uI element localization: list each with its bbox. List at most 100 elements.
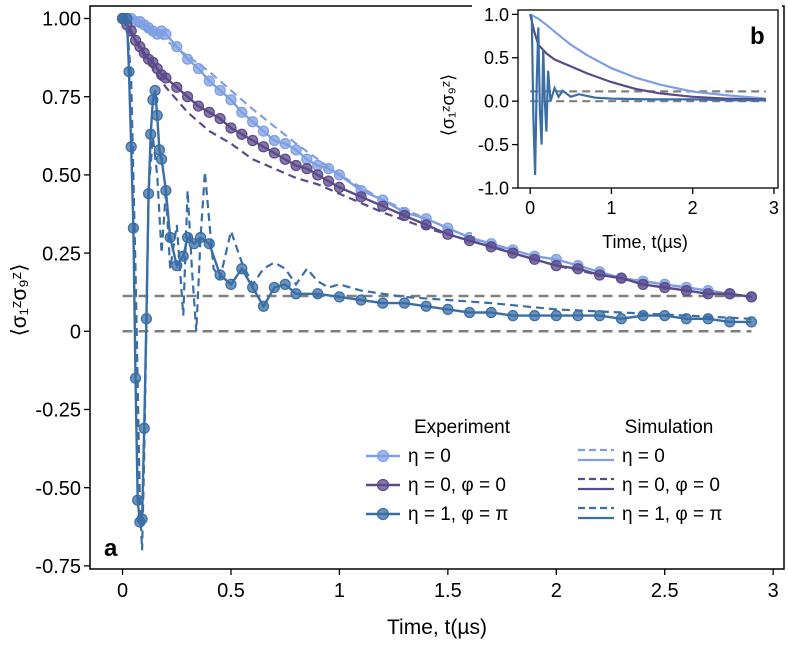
data-point <box>160 72 172 84</box>
inset-x-axis-label: Time, t(µs) <box>602 232 688 252</box>
y-tick-label: -1.0 <box>478 178 509 198</box>
legend-simulation-label: η = 0 <box>622 446 665 467</box>
data-point <box>247 116 259 128</box>
data-point <box>121 12 133 25</box>
data-point <box>333 169 346 181</box>
data-point <box>637 278 649 290</box>
data-point <box>724 288 736 300</box>
y-tick-label: -0.25 <box>35 400 81 422</box>
data-point <box>507 310 519 322</box>
y-tick-label: 0.5 <box>484 48 509 68</box>
x-tick-label: 2.5 <box>651 580 679 602</box>
data-point <box>171 41 183 53</box>
legend-experiment-marker <box>376 449 390 463</box>
data-point <box>745 291 758 303</box>
inset-plot <box>529 13 766 176</box>
data-point <box>132 494 144 506</box>
main-plot-area <box>89 5 785 570</box>
y-tick-label: -0.50 <box>35 478 81 500</box>
data-point <box>528 310 541 322</box>
data-point <box>160 28 172 40</box>
data-point <box>192 62 205 75</box>
data-point <box>142 188 155 200</box>
data-point <box>312 169 324 181</box>
data-point <box>312 288 324 300</box>
legend-experiment-label: η = 0, φ = 0 <box>408 475 506 496</box>
y-tick-label: 0.0 <box>484 92 509 112</box>
panel-label-b: b <box>750 23 765 50</box>
legend-experiment-label: η = 1, φ = π <box>408 504 508 525</box>
legend-experiment-header: Experiment <box>414 417 511 438</box>
data-point <box>247 134 259 147</box>
data-point <box>171 81 183 93</box>
data-point <box>377 297 389 309</box>
data-point <box>247 281 259 294</box>
data-point <box>160 184 172 197</box>
y-tick-label: 1.00 <box>42 9 81 31</box>
data-point <box>507 247 519 259</box>
data-point <box>127 222 139 234</box>
legend-experiment-marker <box>376 478 390 492</box>
data-point <box>615 313 627 325</box>
data-point <box>637 310 649 322</box>
data-point <box>257 141 270 153</box>
data-point <box>203 238 215 250</box>
data-point <box>442 228 454 240</box>
y-tick-label: 1.0 <box>484 5 509 25</box>
x-tick-label: 3 <box>768 580 779 602</box>
data-point <box>550 260 562 272</box>
x-tick-label: 0 <box>525 198 535 218</box>
data-point <box>147 94 159 106</box>
data-point <box>485 306 497 319</box>
data-point <box>377 200 389 212</box>
data-point <box>463 306 476 319</box>
legend-simulation-label: η = 0, φ = 0 <box>622 475 720 496</box>
data-point <box>268 147 280 159</box>
data-point <box>145 128 157 140</box>
data-point <box>214 112 226 125</box>
data-point <box>268 281 280 294</box>
x-tick-label: 1 <box>334 580 345 602</box>
data-point <box>333 181 346 194</box>
data-point <box>153 144 165 156</box>
data-point <box>290 159 302 172</box>
main-axes: 0 0.5 1 1.5 2 2.5 31.000.750.500.250-0.25-0.50… <box>35 9 778 602</box>
data-point <box>181 91 194 103</box>
y-tick-label: 0.75 <box>42 87 81 109</box>
y-tick-label: 0 <box>70 321 81 343</box>
data-point <box>203 75 215 87</box>
inset-axes: 0 1 2 3 1.0 0.5 0.0 -0.5 -1.0 <box>478 5 779 218</box>
data-point <box>236 128 248 140</box>
data-point <box>138 422 150 434</box>
data-point <box>225 122 237 134</box>
inset-plot-area <box>517 9 779 189</box>
data-point <box>155 153 168 165</box>
inset-series-line <box>529 13 766 176</box>
y-tick-label: -0.75 <box>35 556 81 578</box>
data-point <box>195 231 207 244</box>
data-point <box>702 313 714 325</box>
data-point <box>702 288 714 300</box>
data-point <box>136 513 148 525</box>
data-point <box>164 231 176 244</box>
data-point <box>301 153 313 165</box>
data-point <box>322 163 335 175</box>
data-point <box>192 100 205 112</box>
data-point <box>151 109 163 122</box>
main-y-axis-label: ⟨σ₁ᶻσ₉ᶻ⟩ <box>8 264 31 337</box>
data-point <box>572 263 584 275</box>
x-tick-label: 1 <box>606 198 616 218</box>
data-point <box>355 294 367 306</box>
data-point <box>236 263 248 275</box>
data-point <box>550 310 562 322</box>
data-point <box>123 66 135 78</box>
data-point <box>257 300 270 312</box>
data-point <box>236 106 248 118</box>
data-point <box>724 316 736 328</box>
x-tick-label: 0 <box>117 580 128 602</box>
data-point <box>398 297 411 309</box>
data-point <box>225 278 237 290</box>
data-point <box>214 269 226 281</box>
data-point <box>279 153 291 165</box>
y-tick-label: 0.25 <box>42 243 81 265</box>
